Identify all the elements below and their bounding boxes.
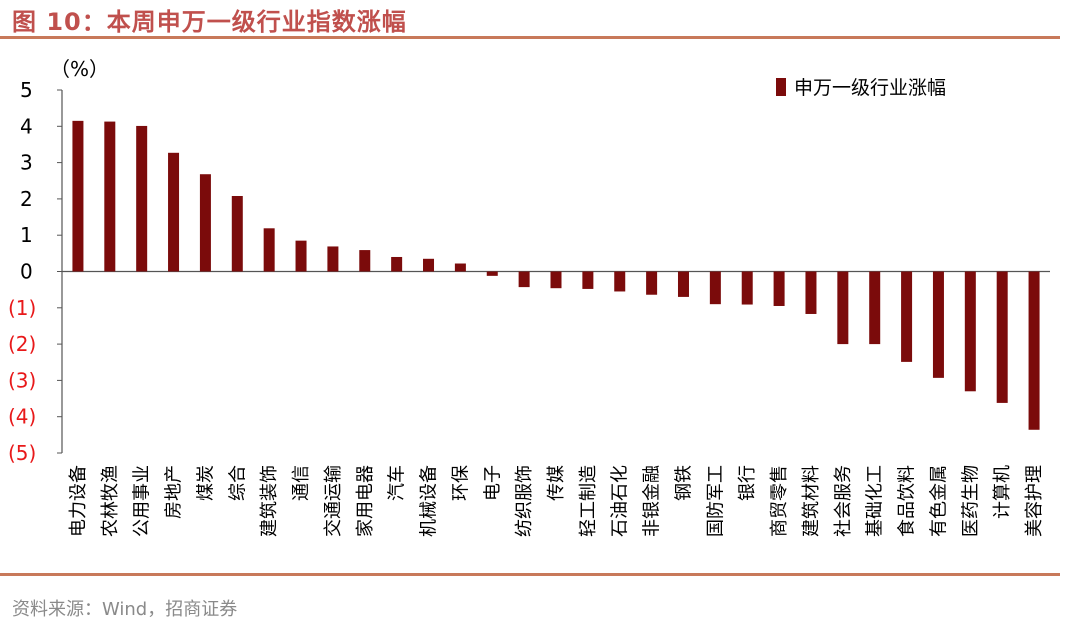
y-tick-label: (3)	[8, 368, 36, 392]
bar	[709, 271, 721, 305]
category-label: 美容护理	[1024, 465, 1045, 537]
bar	[359, 250, 371, 272]
bar	[199, 174, 211, 272]
bar	[1028, 271, 1040, 430]
bar	[805, 271, 817, 314]
bar	[423, 258, 435, 272]
bar	[104, 121, 116, 272]
category-label: 电子	[482, 465, 503, 501]
category-label: 环保	[450, 465, 471, 501]
y-tick-label: 0	[20, 260, 33, 284]
y-tick-label: (5)	[8, 441, 36, 465]
category-label: 纺织服饰	[514, 465, 535, 537]
category-label: 电力设备	[68, 465, 89, 537]
bar	[996, 271, 1008, 403]
category-label: 国防军工	[705, 465, 726, 537]
bar	[486, 271, 498, 276]
category-label: 社会服务	[833, 465, 854, 537]
category-label: 交通运输	[323, 465, 344, 537]
bar	[677, 271, 689, 297]
category-label: 石油石化	[610, 465, 631, 537]
bars	[72, 120, 1040, 430]
category-label: 建筑装饰	[259, 465, 280, 537]
bar	[582, 271, 594, 289]
category-label: 基础化工	[865, 465, 886, 537]
y-tick-label: (1)	[8, 296, 36, 320]
y-tick-label: (4)	[8, 405, 36, 429]
category-label: 非银金融	[642, 465, 663, 537]
category-label: 传媒	[546, 465, 567, 501]
bar	[295, 240, 307, 272]
category-label: 家用电器	[355, 465, 376, 537]
category-label: 有色金属	[928, 465, 949, 537]
y-tick-label: 5	[20, 78, 33, 102]
source-note: 资料来源：Wind，招商证券	[12, 599, 238, 620]
category-labels: 电力设备 农林牧渔 公用事业 房地产 煤炭 综合 建筑装饰 通信 交通运输 家用电器 汽车 机械设备环…	[68, 465, 1045, 537]
bar	[136, 125, 148, 272]
bar	[932, 271, 944, 378]
y-tick-label: (2)	[8, 332, 36, 356]
category-label: 食品饮料	[897, 465, 918, 537]
bar	[72, 120, 84, 272]
bar	[901, 271, 913, 362]
footer-rule	[0, 573, 1060, 576]
bar	[231, 195, 243, 272]
bar	[964, 271, 976, 392]
category-label: 钢铁	[673, 465, 694, 501]
category-label: 机械设备	[419, 465, 440, 537]
category-label: 公用事业	[132, 465, 153, 537]
bar	[614, 271, 626, 292]
legend-label: 申万一级行业涨幅	[794, 77, 946, 99]
bar	[327, 246, 339, 272]
y-tick-label: 3	[20, 151, 33, 175]
y-unit-label: （%）	[50, 57, 109, 81]
bar	[646, 271, 658, 295]
category-label: 汽车	[387, 465, 408, 501]
bar-chart: （%） 5 4 3 2 1 0 (1) (2) (3) (4) (5) 电力设备 农林牧渔 公用事业 房地…	[8, 57, 1050, 537]
figure-title: 图 10：本周申万一级行业指数涨幅	[12, 8, 407, 36]
y-tick-label: 2	[20, 187, 33, 211]
legend-swatch	[776, 78, 786, 96]
bar	[518, 271, 530, 288]
category-label: 医药生物	[960, 465, 981, 537]
bar	[869, 271, 881, 345]
bar	[741, 271, 753, 305]
category-label: 轻工制造	[578, 465, 599, 537]
bar	[168, 152, 180, 272]
bar	[837, 271, 849, 345]
y-tick-label: 1	[20, 223, 33, 247]
bar	[454, 263, 466, 272]
bar	[773, 271, 785, 306]
bar	[550, 271, 562, 289]
category-label: 银行	[737, 465, 758, 501]
category-label: 农林牧渔	[100, 465, 121, 537]
category-label: 计算机	[992, 465, 1013, 519]
category-label: 通信	[291, 465, 312, 501]
y-tick-label: 4	[20, 114, 33, 138]
category-label: 商贸零售	[769, 465, 790, 537]
category-label: 综合	[227, 465, 248, 501]
bar	[391, 256, 403, 272]
title-rule	[0, 36, 1060, 39]
category-label: 房地产	[164, 465, 185, 519]
bar	[263, 228, 275, 272]
category-label: 煤炭	[195, 465, 216, 501]
y-axis-ticks: 5 4 3 2 1 0 (1) (2) (3) (4) (5)	[8, 78, 62, 465]
category-label: 建筑材料	[801, 465, 822, 537]
